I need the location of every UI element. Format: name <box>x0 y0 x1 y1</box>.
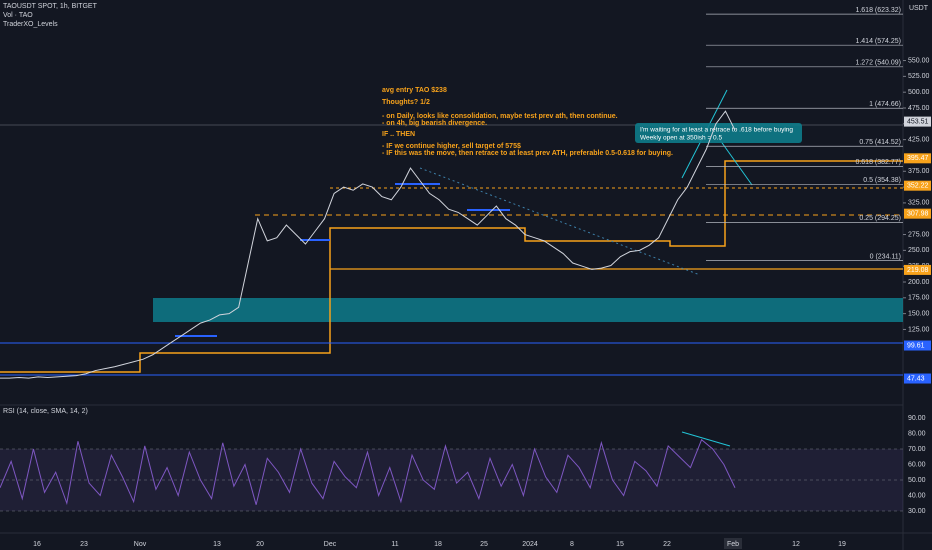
price-tick-label: 375.00 <box>908 168 930 175</box>
fib-label: 1.618 (623.32) <box>855 7 901 14</box>
fib-label: 0 (234.11) <box>870 253 901 260</box>
price-label-bg <box>904 373 931 384</box>
price-tick-label: 250.00 <box>908 247 930 254</box>
price-line <box>0 110 736 379</box>
currency: USDT <box>909 5 929 12</box>
time-label: 11 <box>391 541 398 548</box>
price-tick-label: 125.00 <box>908 326 930 333</box>
time-label: 15 <box>616 541 624 548</box>
time-label: 8 <box>570 541 574 548</box>
price-label-bg <box>904 116 931 127</box>
time-label: 23 <box>80 541 88 548</box>
price-label-bg <box>904 208 931 219</box>
price-tick-label: 475.00 <box>908 105 930 112</box>
annotation-line: - IF this was the move, then retrace to … <box>382 150 673 157</box>
price-label: 47.43 <box>907 375 925 382</box>
time-label: 2024 <box>522 541 538 548</box>
rsi-tick-label: 40.00 <box>908 492 926 499</box>
annotation-line: avg entry TAO $238 <box>382 87 447 94</box>
rsi-tick-label: 70.00 <box>908 446 926 453</box>
price-tick-label: 325.00 <box>908 200 930 207</box>
annotation-line: IF .. THEN <box>382 131 415 138</box>
volume-label: Vol · TAO <box>3 12 33 19</box>
level-step <box>0 160 903 373</box>
fib-label: 0.25 (294.25) <box>859 215 901 222</box>
price-label-bg <box>904 153 931 164</box>
rsi-tick-label: 60.00 <box>908 461 926 468</box>
price-label: 453.51 <box>907 118 929 125</box>
time-label: Feb <box>727 541 739 548</box>
price-label: 307.98 <box>907 211 929 218</box>
annotation-line: - on Daily, looks like consolidation, ma… <box>382 113 618 120</box>
rsi-tick-label: 80.00 <box>908 430 926 437</box>
divergence-line <box>681 431 731 447</box>
fib-label: 1 (474.66) <box>869 101 901 108</box>
rsi-title: RSI (14, close, SMA, 14, 2) <box>3 408 88 415</box>
time-label: 16 <box>33 541 41 548</box>
zone <box>153 298 903 322</box>
price-label: 219.08 <box>907 267 929 274</box>
time-label: 19 <box>838 541 846 548</box>
price-label: 99.61 <box>907 342 925 349</box>
price-tick-label: 150.00 <box>908 310 930 317</box>
tooltip-text: Weekly open at 350ish = 0.5 <box>640 135 722 142</box>
rsi-tick-label: 90.00 <box>908 415 926 422</box>
time-highlight <box>724 538 742 549</box>
price-tick-label: 200.00 <box>908 279 930 286</box>
price-label-bg <box>904 340 931 351</box>
time-label: Dec <box>324 541 337 548</box>
fib-label: 1.414 (574.25) <box>855 38 901 45</box>
price-tick-label: 425.00 <box>908 136 930 143</box>
time-label: 12 <box>792 541 800 548</box>
fib-label: 0.618 (382.77) <box>855 159 901 166</box>
time-label: 25 <box>480 541 488 548</box>
fib-label: 1.272 (540.09) <box>855 60 901 67</box>
tooltip-text: I'm waiting for at least a retrace to .6… <box>640 127 793 134</box>
time-label: 22 <box>663 541 671 548</box>
rsi-line <box>0 438 736 506</box>
rsi-tick-label: 50.00 <box>908 477 926 484</box>
price-label: 395.47 <box>907 155 929 162</box>
price-label-bg <box>904 180 931 191</box>
fib-label: 0.75 (414.52) <box>859 139 901 146</box>
price-tick-label: 550.00 <box>908 57 930 64</box>
price-label: 352.22 <box>907 183 929 190</box>
price-tick-label: 525.00 <box>908 73 930 80</box>
rsi-tick-label: 30.00 <box>908 508 926 515</box>
annotation-line: - on 4h, big bearish divergence. <box>382 120 487 127</box>
time-label: 18 <box>434 541 442 548</box>
time-label: 13 <box>213 541 221 548</box>
price-tick-label: 175.00 <box>908 295 930 302</box>
symbol: TAOUSDT SPOT, 1h, BITGET <box>3 3 98 10</box>
annotation-line: - IF we continue higher, sell target of … <box>382 143 521 150</box>
time-label: 20 <box>256 541 264 548</box>
price-label-bg <box>904 264 931 275</box>
annotation-line: Thoughts? 1/2 <box>382 99 430 106</box>
trend-line <box>719 139 753 186</box>
tooltip-box <box>635 123 802 143</box>
time-label: Nov <box>134 541 147 548</box>
price-tick-label: 500.00 <box>908 89 930 96</box>
fib-label: 0.5 (354.38) <box>863 177 901 184</box>
price-tick-label: 275.00 <box>908 231 930 238</box>
indicator-label: TraderXO_Levels <box>3 21 58 28</box>
